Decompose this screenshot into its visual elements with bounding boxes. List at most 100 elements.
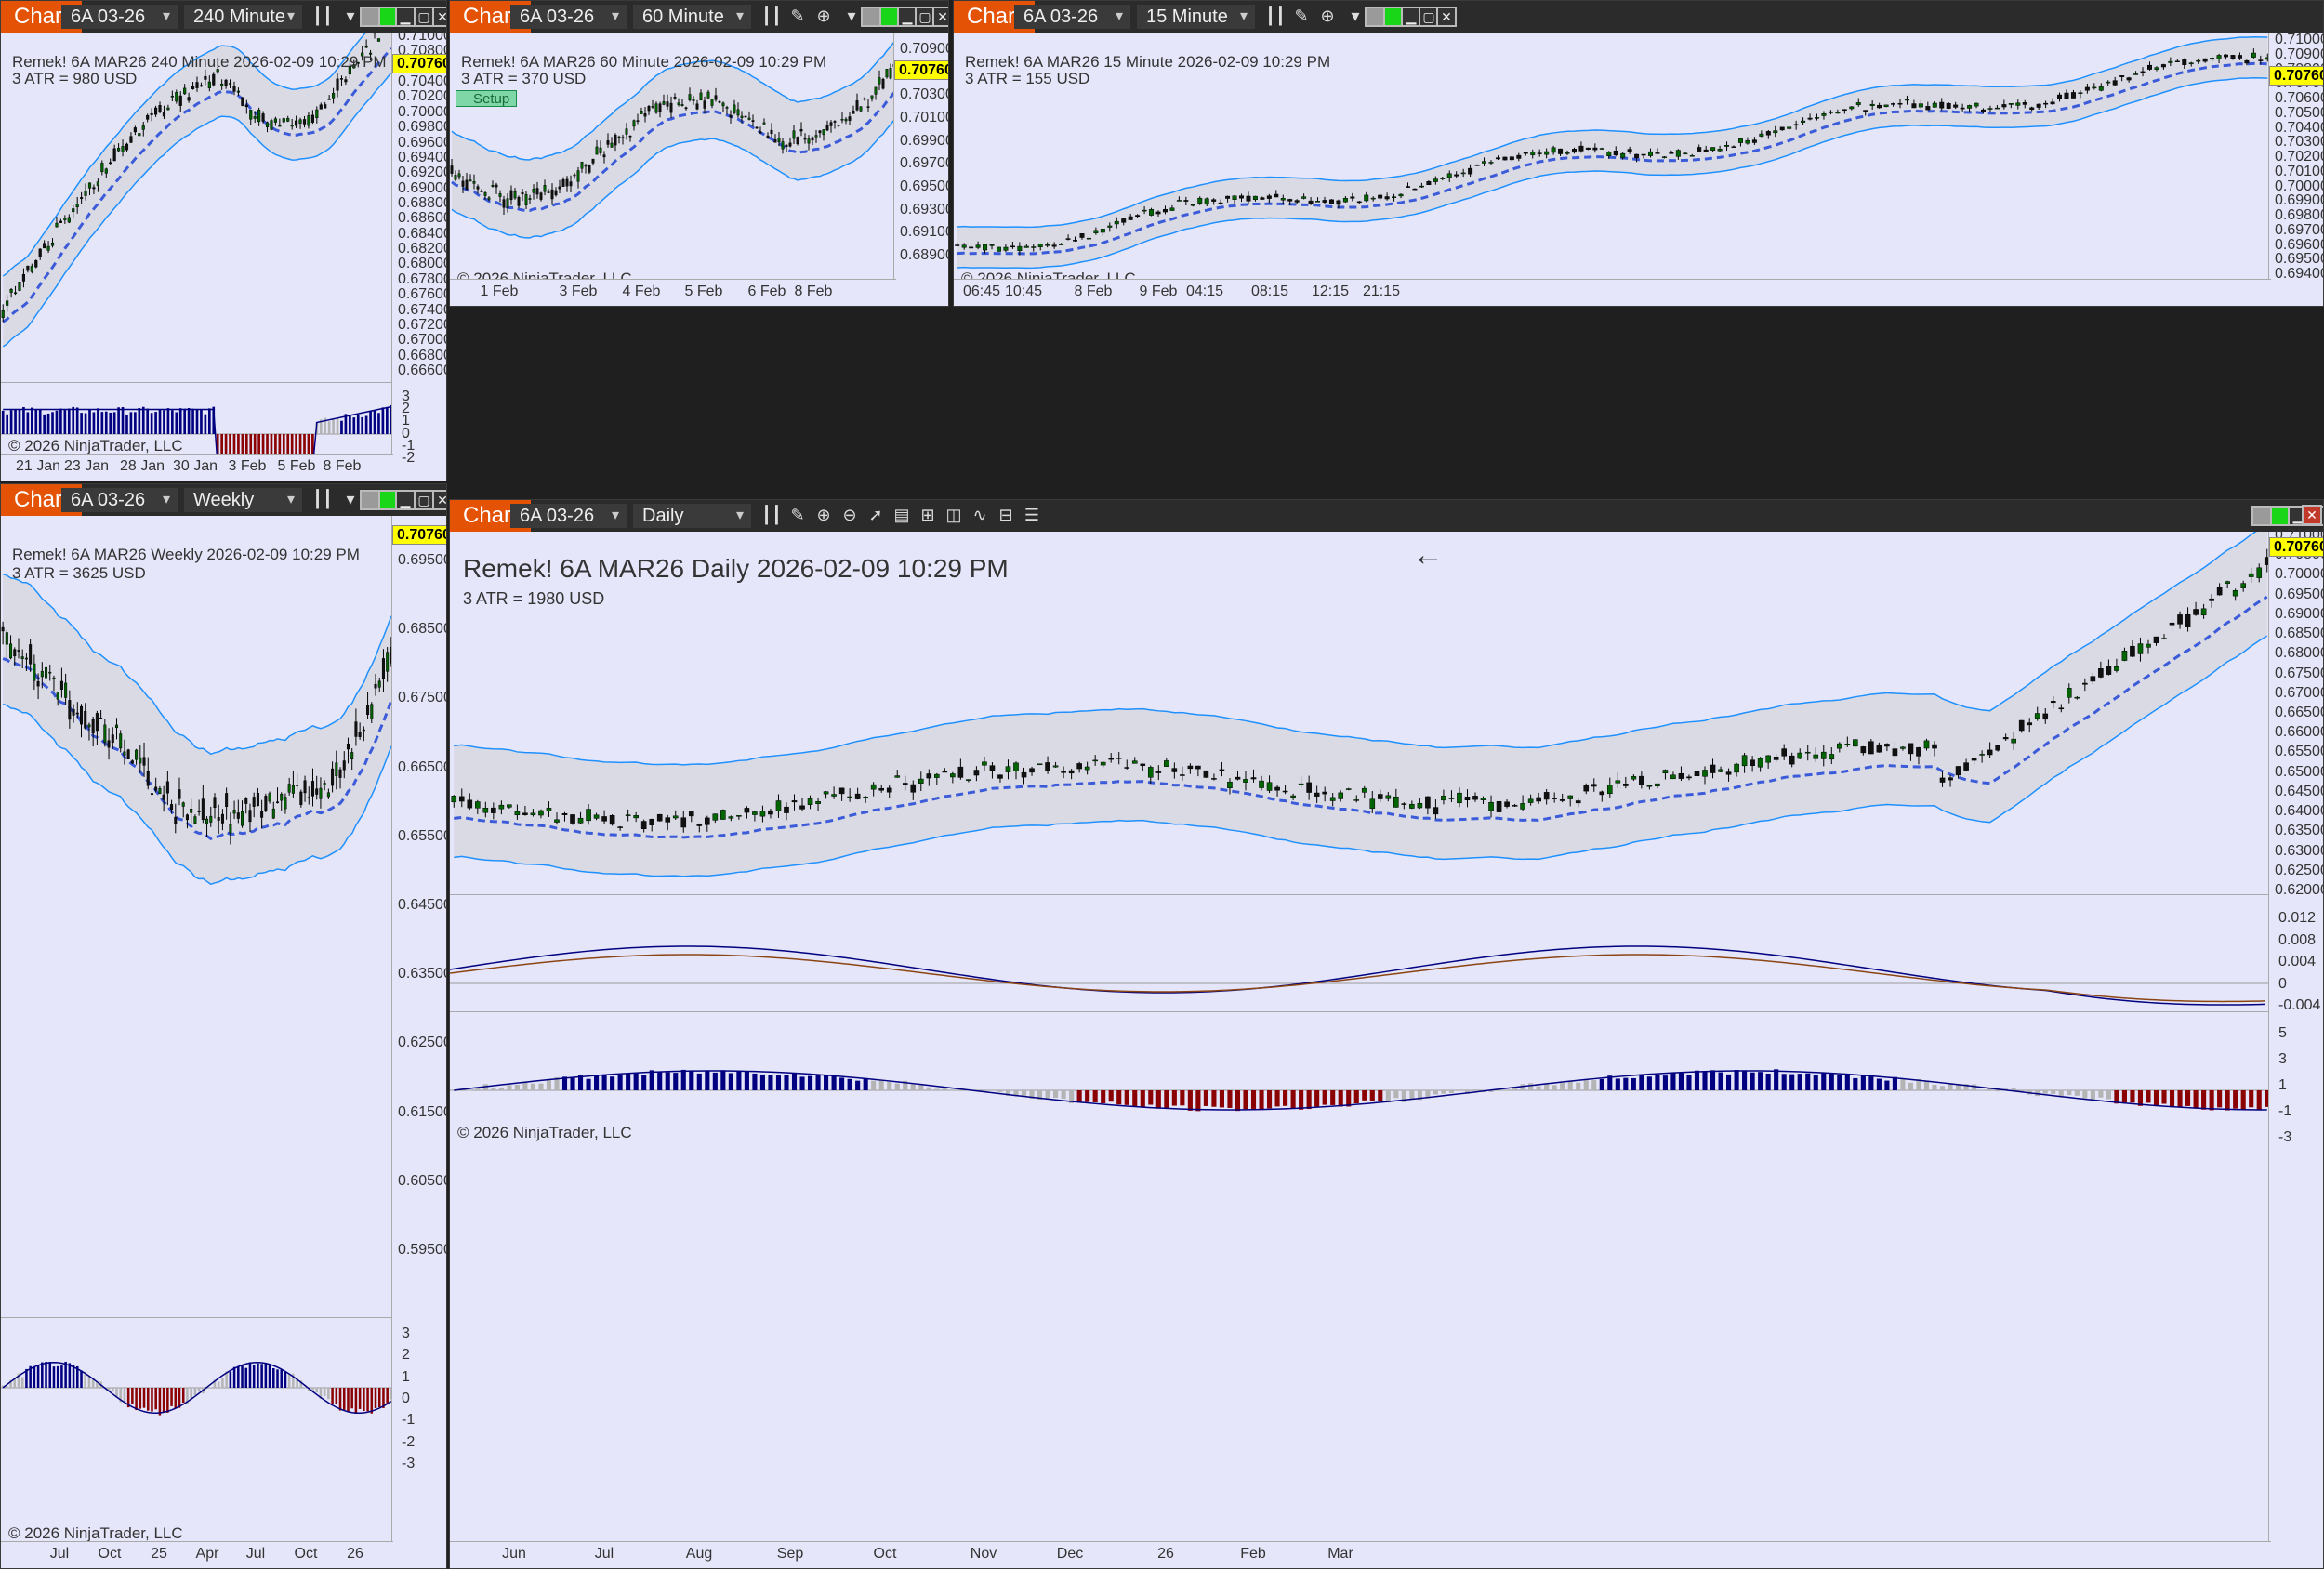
- close-button[interactable]: ✕: [432, 490, 446, 510]
- instrument-selector[interactable]: 6A 03-26 ▾: [61, 488, 178, 512]
- chart-window-240min[interactable]: Chart 6A 03-26 ▾ 240 Minute ▾ ┃┃ ▾ ▁ ▢ ✕ R…: [0, 0, 447, 481]
- link-gray-button[interactable]: [360, 490, 380, 510]
- title-bar[interactable]: Chart 6A 03-26 ▾ 240 Minute ▾ ┃┃ ▾ ▁ ▢ ✕: [1, 1, 446, 33]
- bar-type-icon[interactable]: ┃┃: [1265, 7, 1286, 25]
- candle-body: [591, 158, 595, 164]
- draw-pencil-icon[interactable]: ✎: [1294, 7, 1309, 25]
- bar-type-icon[interactable]: ┃┃: [761, 506, 782, 524]
- time-axis[interactable]: Jul Oct 25 Apr Jul Oct 26: [1, 1541, 393, 1568]
- close-button-daily[interactable]: ✕: [2302, 505, 2322, 525]
- candle-body: [1197, 197, 1203, 204]
- candle-body: [336, 78, 339, 91]
- histogram-bar: [1908, 1082, 1914, 1090]
- histogram-bar: [166, 408, 170, 434]
- histogram-bar: [2114, 1090, 2119, 1104]
- price-axis[interactable]: 0.69500 0.68500 0.67500 0.66500 0.65500 0.645…: [391, 516, 446, 1568]
- draw-pencil-icon[interactable]: ✎: [790, 506, 805, 524]
- dropdown-arrow-icon[interactable]: ▾: [346, 7, 355, 25]
- link-gray-button[interactable]: [1365, 7, 1385, 27]
- interval-selector[interactable]: 240 Minute ▾: [184, 5, 302, 29]
- price-panel[interactable]: Remek! 6A MAR26 Weekly 2026-02-09 10:29 …: [1, 516, 393, 1317]
- close-button[interactable]: ✕: [932, 7, 948, 27]
- candle-body: [34, 260, 38, 268]
- price-axis[interactable]: 0.710000.708000.706000.704000.702000.700…: [391, 28, 446, 481]
- interval-selector[interactable]: 60 Minute ▾: [633, 5, 751, 29]
- maximize-button[interactable]: ▢: [1419, 7, 1439, 27]
- draw-pencil-icon[interactable]: ✎: [790, 7, 805, 25]
- oscillator-panel[interactable]: © 2026 NinjaTrader, LLC: [1, 1317, 393, 1545]
- data-box-icon[interactable]: ▤: [893, 506, 910, 524]
- candle-body: [1433, 807, 1439, 815]
- macd-panel[interactable]: [450, 894, 2271, 1012]
- candle-body: [775, 800, 782, 811]
- chart-window-daily[interactable]: Chart 6A 03-26 ▾ Daily ▾ ┃┃ ✎ ⊕ ⊖ ➚ ▤ ⊞ ◫ …: [449, 499, 2324, 1569]
- histogram-bar: [1750, 1072, 1755, 1090]
- instrument-selector[interactable]: 6A 03-26 ▾: [510, 504, 627, 528]
- title-bar[interactable]: Chart 6A 03-26 ▾ Daily ▾ ┃┃ ✎ ⊕ ⊖ ➚ ▤ ⊞ ◫ …: [450, 500, 2323, 532]
- price-panel[interactable]: Remek! 6A MAR26 15 Minute 2026-02-09 10:…: [954, 33, 2271, 287]
- zoom-out-icon[interactable]: ⊖: [842, 506, 857, 524]
- price-axis[interactable]: 0.710000.709000.708000.707000.706000.705…: [2268, 32, 2323, 306]
- dropdown-arrow-icon[interactable]: ▾: [1351, 7, 1360, 25]
- title-bar[interactable]: Chart 6A 03-26 ▾ 15 Minute ▾ ┃┃ ✎ ⊕ ▾ ▁ ▢ …: [954, 1, 2323, 33]
- chart-window-60min[interactable]: Chart 6A 03-26 ▾ 60 Minute ▾ ┃┃ ✎ ⊕ ▾ ▁ ▢ …: [449, 0, 949, 307]
- price-panel[interactable]: Remek! 6A MAR26 Daily 2026-02-09 10:29 P…: [450, 532, 2271, 894]
- time-axis[interactable]: 06:45 10:45 8 Feb 9 Feb 04:15 08:15 12:15 21:15: [954, 279, 2271, 306]
- indicators-icon[interactable]: ⊟: [998, 506, 1013, 524]
- chart-window-weekly[interactable]: Chart 6A 03-26 ▾ Weekly ▾ ┃┃ ▾ ▁ ▢ ✕ Remek…: [0, 483, 447, 1569]
- close-button[interactable]: ✕: [1436, 7, 1457, 27]
- oscillator-panel[interactable]: © 2026 NinjaTrader, LLC: [1, 382, 393, 457]
- price-panel[interactable]: Remek! 6A MAR26 240 Minute 2026-02-09 10…: [1, 33, 393, 382]
- interval-selector[interactable]: 15 Minute ▾: [1137, 5, 1255, 29]
- list-icon[interactable]: ☰: [1023, 506, 1040, 524]
- histogram-bar: [237, 1365, 240, 1388]
- candle-body: [814, 135, 818, 138]
- title-bar[interactable]: Chart 6A 03-26 ▾ Weekly ▾ ┃┃ ▾ ▁ ▢ ✕: [1, 484, 446, 516]
- histogram-bar: [224, 434, 228, 457]
- price-panel[interactable]: Remek! 6A MAR26 60 Minute 2026-02-09 10:…: [450, 33, 896, 287]
- minimize-button[interactable]: ▁: [395, 490, 416, 510]
- pointer-icon[interactable]: ➚: [868, 506, 883, 524]
- dropdown-arrow-icon[interactable]: ▾: [847, 7, 856, 25]
- link-gray-button[interactable]: [2251, 506, 2272, 526]
- candle-body: [777, 138, 781, 142]
- back-arrow-icon[interactable]: ←: [1412, 537, 1444, 573]
- time-axis[interactable]: 1 Feb 3 Feb 4 Feb 5 Feb 6 Feb 8 Feb: [450, 279, 896, 306]
- close-button[interactable]: ✕: [432, 7, 446, 27]
- bar-type-icon[interactable]: ┃┃: [312, 7, 333, 25]
- interval-selector[interactable]: Weekly ▾: [184, 488, 302, 512]
- minimize-button[interactable]: ▁: [1401, 7, 1421, 27]
- oscillator-panel[interactable]: © 2026 NinjaTrader, LLC: [450, 1011, 2271, 1144]
- chart-window-15min[interactable]: Chart 6A 03-26 ▾ 15 Minute ▾ ┃┃ ✎ ⊕ ▾ ▁ ▢ …: [953, 0, 2324, 307]
- strategies-icon[interactable]: ∿: [972, 506, 987, 524]
- price-axis[interactable]: 0.710000.705000.700000.695000.690000.685…: [2268, 527, 2323, 1568]
- candle-body: [625, 128, 628, 135]
- zoom-icon[interactable]: ⊕: [816, 7, 831, 25]
- maximize-button[interactable]: ▢: [414, 7, 434, 27]
- candle-body: [1932, 744, 1937, 749]
- instrument-selector[interactable]: 6A 03-26 ▾: [61, 5, 178, 29]
- dropdown-arrow-icon[interactable]: ▾: [346, 490, 355, 508]
- bar-type-icon[interactable]: ┃┃: [761, 7, 782, 25]
- candle-body: [472, 181, 476, 184]
- link-gray-button[interactable]: [360, 7, 380, 27]
- link-gray-button[interactable]: [861, 7, 881, 27]
- zoom-in-icon[interactable]: ⊕: [816, 506, 831, 524]
- properties-icon[interactable]: ⊞: [920, 506, 935, 524]
- histogram-bar: [546, 1079, 552, 1090]
- time-axis[interactable]: Jun Jul Aug Sep Oct Nov Dec 26 Feb Mar: [450, 1541, 2271, 1568]
- instrument-selector[interactable]: 6A 03-26 ▾: [1014, 5, 1130, 29]
- maximize-button[interactable]: ▢: [414, 490, 434, 510]
- zoom-icon[interactable]: ⊕: [1320, 7, 1335, 25]
- histogram-bar: [266, 434, 269, 457]
- instrument-selector[interactable]: 6A 03-26 ▾: [510, 5, 627, 29]
- title-bar[interactable]: Chart 6A 03-26 ▾ 60 Minute ▾ ┃┃ ✎ ⊕ ▾ ▁ ▢ …: [450, 1, 948, 33]
- minimize-button[interactable]: ▁: [395, 7, 416, 27]
- setup-annotation[interactable]: Setup: [456, 90, 517, 107]
- screenshot-icon[interactable]: ◫: [945, 506, 962, 524]
- price-axis[interactable]: 0.709000.705000.703000.701000.699000.697…: [893, 33, 948, 306]
- bar-type-icon[interactable]: ┃┃: [312, 490, 333, 508]
- interval-selector[interactable]: Daily ▾: [633, 504, 751, 528]
- time-axis[interactable]: 21 Jan 23 Jan 28 Jan 30 Jan 3 Feb 5 Feb 8 Feb: [1, 454, 393, 481]
- histogram-bar: [163, 410, 165, 434]
